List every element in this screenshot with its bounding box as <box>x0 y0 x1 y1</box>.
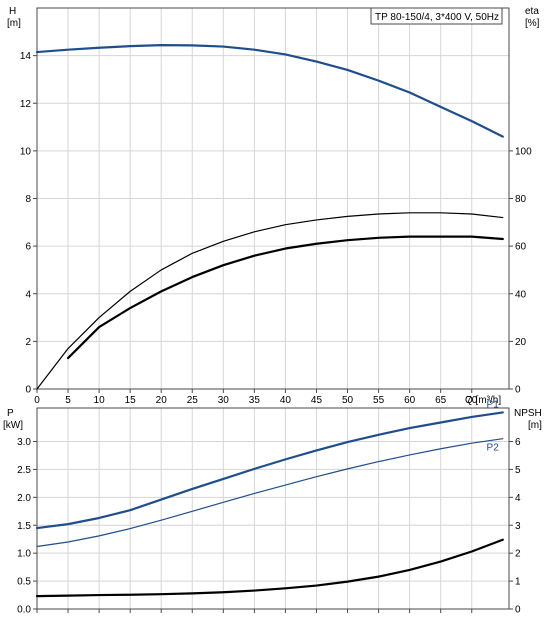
y-left-tick-label: 1.0 <box>17 549 31 560</box>
y-right-tick-label: 80 <box>515 194 527 205</box>
x-tick-label: 5 <box>65 395 71 406</box>
series-line-0-0 <box>35 44 504 138</box>
series-label-p2: P2 <box>487 443 500 454</box>
p-axis-unit: [kW] <box>3 420 23 431</box>
x-tick-label: 40 <box>280 395 292 406</box>
y-left-tick-label: 1.5 <box>17 521 31 532</box>
y-left-tick-label: 0 <box>25 385 31 396</box>
y-left-tick-label: 0.0 <box>17 605 31 616</box>
h-axis-label: H <box>9 6 16 17</box>
y-left-tick-label: 6 <box>25 242 31 253</box>
y-left-tick-label: 2.5 <box>17 465 31 476</box>
y-right-tick-label: 1 <box>515 577 521 588</box>
title-frame <box>370 7 503 25</box>
y-right-tick-label: 2 <box>515 549 521 560</box>
eta-axis-unit: [%] <box>525 18 540 29</box>
x-tick-label: 65 <box>435 395 447 406</box>
npsh-axis-label: NPSH <box>514 408 542 419</box>
eta-axis-label: eta <box>525 6 539 17</box>
series-line-1-1 <box>36 438 504 548</box>
y-right-tick-label: 20 <box>515 337 527 348</box>
chart-title: TP 80-150/4, 3*400 V, 50Hz <box>375 12 499 23</box>
x-tick-label: 35 <box>249 395 261 406</box>
y-right-tick-label: 60 <box>515 242 527 253</box>
npsh-axis-unit: [m] <box>528 420 542 431</box>
series-line-0-2 <box>66 235 504 360</box>
y-left-tick-label: 2.0 <box>17 493 31 504</box>
x-tick-label: 25 <box>187 395 199 406</box>
y-right-tick-label: 0 <box>515 605 521 616</box>
y-left-tick-label: 14 <box>20 51 32 62</box>
series-line-0-1 <box>36 212 504 390</box>
x-tick-label: 45 <box>311 395 323 406</box>
series-line-1-2 <box>35 538 504 598</box>
x-tick-label: 10 <box>94 395 106 406</box>
y-right-tick-label: 5 <box>515 465 521 476</box>
y-left-tick-label: 0.5 <box>17 577 31 588</box>
y-right-tick-label: 3 <box>515 521 521 532</box>
x-tick-label: 55 <box>373 395 385 406</box>
y-left-tick-label: 4 <box>25 289 31 300</box>
y-right-tick-label: 0 <box>515 385 521 396</box>
y-left-tick-label: 12 <box>20 99 32 110</box>
h-axis-unit: [m] <box>7 18 21 29</box>
series-line-1-0 <box>35 411 504 530</box>
x-tick-label: 30 <box>218 395 230 406</box>
y-left-tick-label: 3.0 <box>17 437 31 448</box>
plot-frame <box>36 407 510 610</box>
p-axis-label: P <box>7 408 14 419</box>
x-tick-label: 70 <box>466 395 478 406</box>
x-tick-label: 60 <box>404 395 416 406</box>
y-left-tick-label: 2 <box>25 337 31 348</box>
series-label-p1: P1 <box>487 399 500 410</box>
power-npsh-panel: 0.0 0.5 1.0 1.5 2.0 2.5 3.0 0 1 2 3 4 5 6 P1 P2 <box>17 399 521 615</box>
y-right-tick-label: 40 <box>515 289 527 300</box>
y-left-tick-label: 10 <box>20 146 32 157</box>
y-right-tick-label: 6 <box>515 437 521 448</box>
plot-frame <box>36 7 510 390</box>
q-axis-label: Q [m³/h] <box>465 395 501 406</box>
y-left-tick-label: 8 <box>25 194 31 205</box>
y-right-tick-label: 100 <box>515 146 532 157</box>
x-tick-label: 50 <box>342 395 354 406</box>
y-right-tick-label: 4 <box>515 493 521 504</box>
head-efficiency-panel: 0 2 4 6 8 10 12 14 0 20 40 60 80 100 0 5 10 15 20 25 30 35 40 4… <box>20 7 532 406</box>
x-tick-label: 0 <box>34 395 40 406</box>
x-tick-label: 20 <box>156 395 168 406</box>
x-tick-label: 15 <box>125 395 137 406</box>
chart-title-box: TP 80-150/4, 3*400 V, 50Hz <box>370 7 503 25</box>
